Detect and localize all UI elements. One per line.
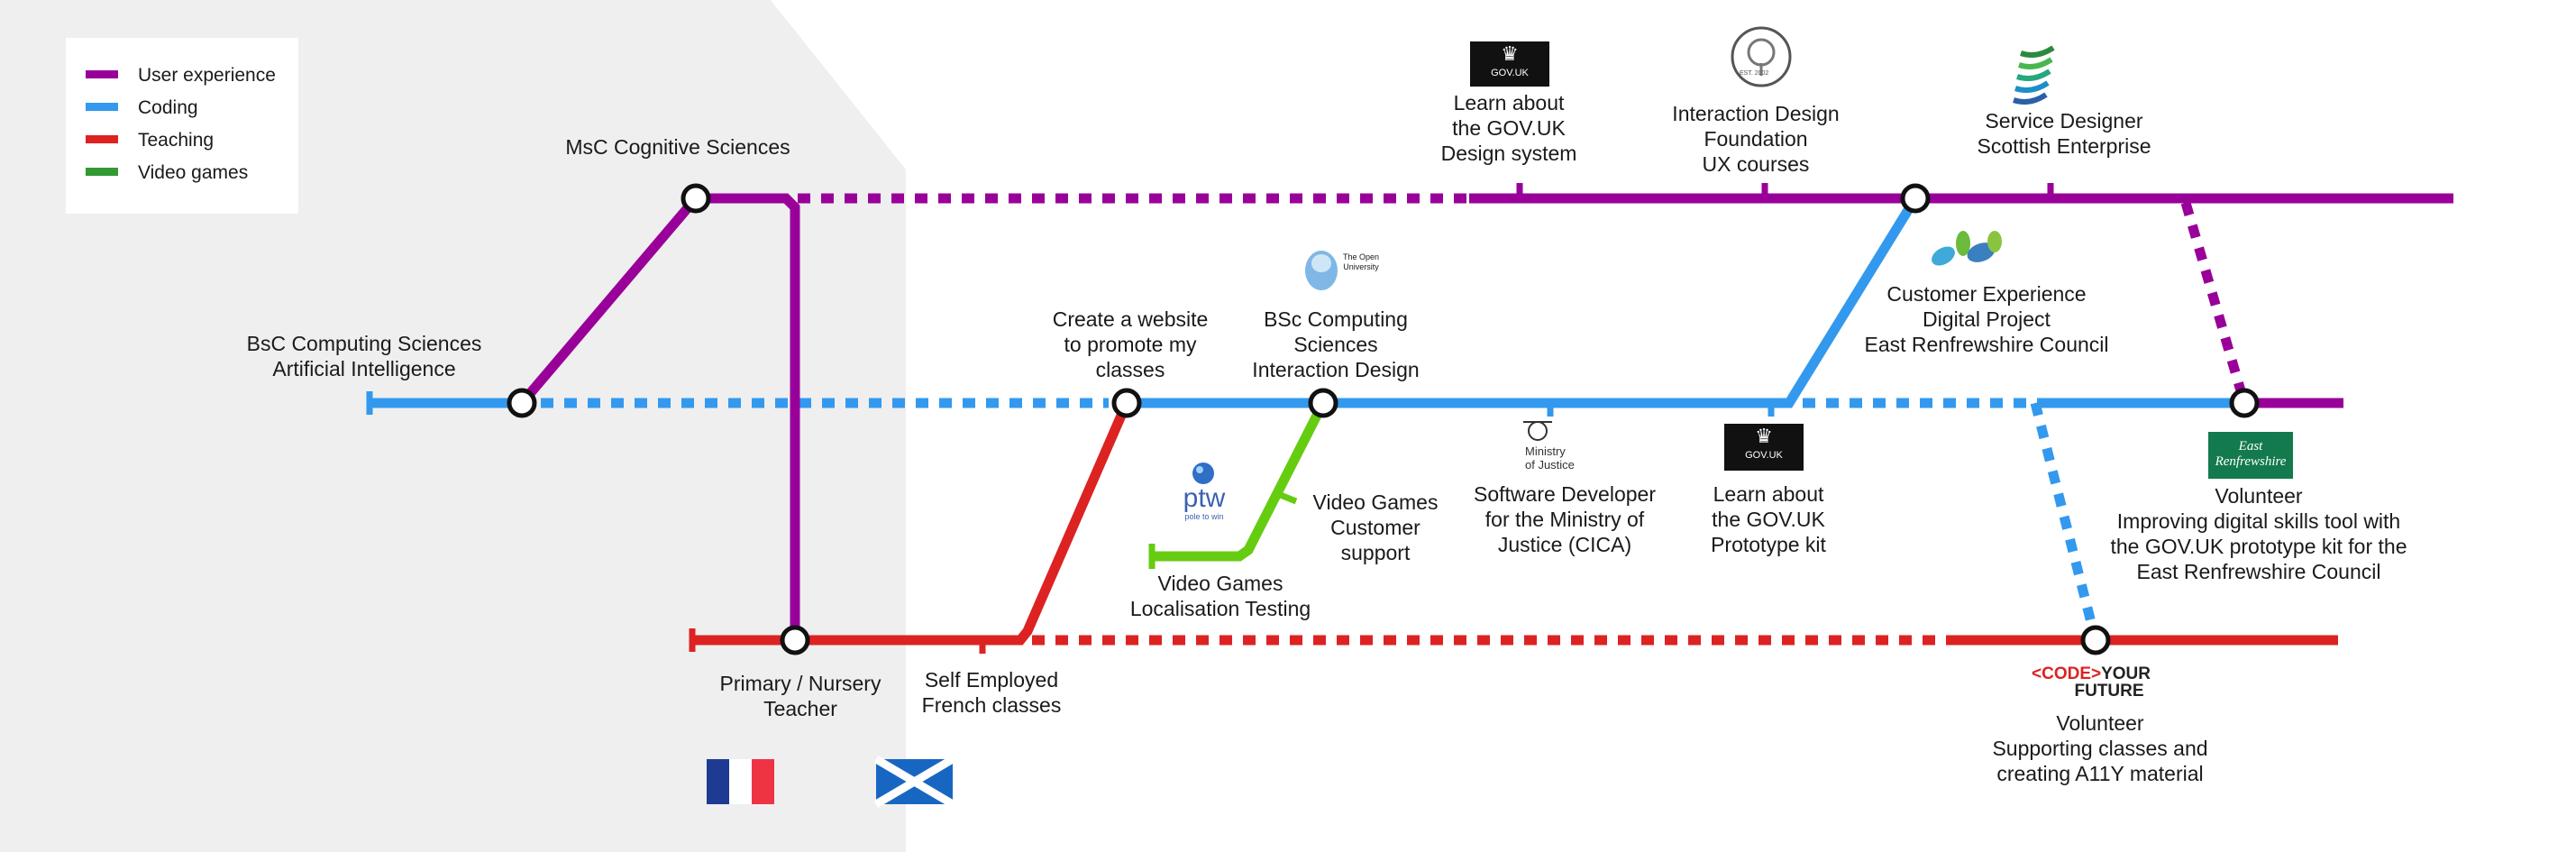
legend-item-ux: User experience <box>86 65 276 87</box>
station-volunteer-erc <box>2229 388 2260 418</box>
label-vg-loc: Video Games Localisation Testing <box>1129 572 1311 620</box>
label-volunteer-cyf: Volunteer Supporting classes and creatin… <box>1992 711 2208 785</box>
moj-logo: Ministry of Justice <box>1525 444 1575 472</box>
label-cx: Customer Experience Digital Project East… <box>1864 282 2109 356</box>
label-website: Create a website to promote my classes <box>1052 307 1209 381</box>
legend-item-teaching: Teaching <box>86 130 214 151</box>
legend-item-coding: Coding <box>86 97 198 119</box>
label-bsc-ixd: BSc Computing Sciences Interaction Desig… <box>1252 307 1420 381</box>
legend-swatch-teaching <box>86 134 118 143</box>
scottish-enterprise-logo-icon <box>2013 45 2055 105</box>
label-prototype: Learn about the GOV.UK Prototype kit <box>1711 482 1826 556</box>
ptw-globe-icon <box>1192 463 1214 484</box>
station-bsc-ixd <box>1308 388 1338 418</box>
crown-icon: ♛ <box>1501 42 1519 65</box>
crown-icon: ♛ <box>1755 425 1773 447</box>
stations <box>507 183 2260 655</box>
station-website <box>1111 388 1142 418</box>
legend-item-videogames: Video games <box>86 162 248 184</box>
station-bsc-ai <box>507 388 537 418</box>
govuk-logo-design-system: ♛ GOV.UK <box>1470 41 1549 87</box>
cx-leaves-logo-icon <box>1932 231 2002 266</box>
legend: User experience Coding Teaching Video ga… <box>66 38 298 214</box>
france-flag <box>707 759 774 804</box>
station-service-designer <box>1900 183 1931 214</box>
legend-swatch-coding <box>86 102 118 111</box>
label-teacher: Primary / Nursery Teacher <box>719 672 882 720</box>
idf-logo-text: EST. 2002 <box>1740 70 1769 77</box>
label-design-system: Learn about the GOV.UK Design system <box>1440 91 1577 165</box>
label-moj: Software Developer for the Ministry of J… <box>1474 482 1656 556</box>
legend-swatch-ux <box>86 69 118 78</box>
label-volunteer-erc: Volunteer Improving digital skills tool … <box>2110 484 2407 583</box>
east-renfrewshire-logo: East Renfrewshire <box>2208 432 2293 479</box>
label-bsc-ai: BsC Computing Sciences Artificial Intell… <box>246 332 482 380</box>
legend-swatch-videogames <box>86 167 118 176</box>
govuk-logo-prototype: ♛ GOV.UK <box>1724 424 1804 471</box>
open-university-logo: The Open University <box>1343 252 1380 271</box>
codeyourfuture-logo: <CODE>YOUR FUTURE <box>2032 664 2151 701</box>
label-idf: Interaction Design Foundation UX courses <box>1672 102 1840 176</box>
videogames-line <box>1148 400 1328 569</box>
label-self-employed: Self Employed French classes <box>921 668 1062 717</box>
teaching-line <box>689 400 2338 654</box>
open-university-logo-icon <box>1305 251 1338 290</box>
label-vg-support: Video Games Customer support <box>1312 490 1439 564</box>
label-service-designer: Service Designer Scottish Enterprise <box>1977 109 2151 158</box>
coding-line <box>366 196 2244 642</box>
moj-crest-icon <box>1523 421 1552 441</box>
label-msc: MsC Cognitive Sciences <box>565 135 790 159</box>
station-volunteer-cyf <box>2080 625 2111 655</box>
ux-line <box>517 183 2453 640</box>
idf-tree-logo-icon <box>1731 26 1792 87</box>
station-msc <box>681 183 711 214</box>
ptw-logo: ptw pole to win <box>1183 483 1226 522</box>
scotland-flag <box>873 756 955 808</box>
station-teacher <box>780 625 810 655</box>
